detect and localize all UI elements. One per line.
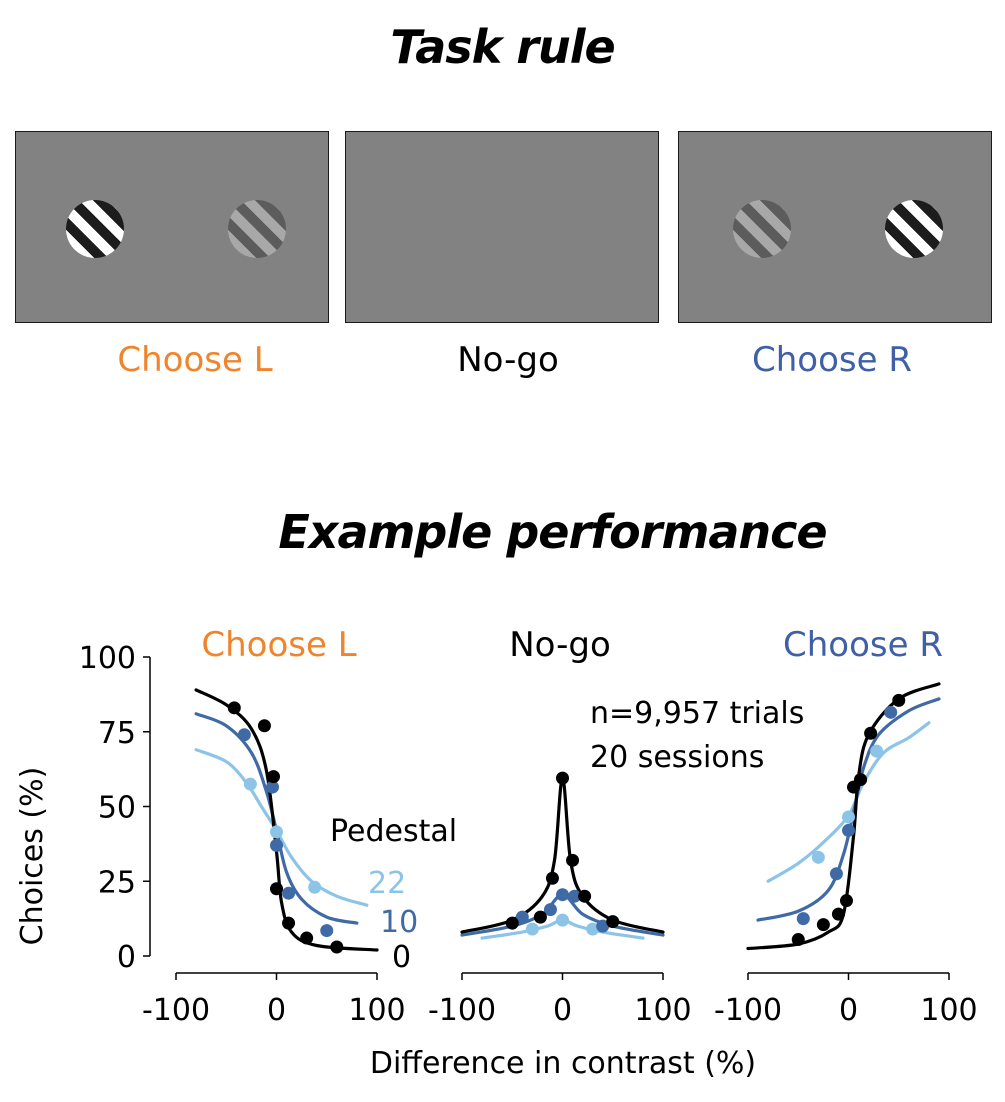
data-point-pedestal-0 [791, 933, 805, 947]
data-point-pedestal-0 [545, 871, 559, 885]
fit-curve-pedestal-22 [766, 721, 931, 883]
data-point-pedestal-0 [282, 916, 296, 930]
legend-label-0: 0 [392, 940, 411, 975]
data-point-pedestal-10 [829, 867, 843, 881]
y-axis-label: Choices (%) [15, 767, 50, 946]
stimulus-panel-choose-r [678, 131, 992, 323]
data-point-pedestal-0 [606, 915, 620, 929]
x-tick-label: -100 [142, 993, 210, 1028]
data-point-pedestal-10 [543, 903, 557, 917]
data-point-pedestal-10 [270, 838, 283, 852]
x-tick-label: -100 [428, 993, 496, 1028]
data-point-pedestal-10 [556, 888, 569, 902]
data-point-pedestal-0 [892, 693, 906, 707]
data-point-pedestal-0 [257, 719, 271, 733]
data-point-pedestal-10 [320, 924, 334, 938]
y-tick-label: 50 [98, 791, 136, 826]
data-point-pedestal-0 [505, 916, 519, 930]
x-tick-label: 0 [839, 993, 858, 1028]
y-tick-label: 75 [98, 716, 136, 751]
x-axis-label: Difference in contrast (%) [370, 1046, 756, 1081]
data-point-pedestal-10 [282, 886, 296, 900]
data-point-pedestal-22 [556, 913, 569, 927]
data-point-pedestal-22 [525, 922, 539, 936]
data-point-pedestal-0 [854, 773, 868, 787]
data-point-pedestal-10 [515, 910, 529, 924]
data-point-pedestal-22 [243, 777, 257, 791]
data-point-pedestal-0 [839, 894, 853, 908]
data-point-pedestal-22 [270, 825, 283, 839]
data-point-pedestal-0 [533, 910, 547, 924]
legend-label-22: 22 [368, 866, 406, 901]
low-contrast-grating-right [228, 200, 286, 258]
data-point-pedestal-0 [556, 771, 569, 785]
legend-label-10: 10 [380, 905, 418, 940]
data-point-pedestal-0 [227, 701, 241, 715]
legend-title: Pedestal [330, 814, 457, 849]
data-point-pedestal-10 [796, 912, 810, 926]
data-point-pedestal-10 [842, 823, 855, 837]
data-point-pedestal-0 [578, 889, 592, 903]
stimulus-panel-no-go [345, 131, 659, 323]
panel-title-no-go: No-go [509, 625, 611, 665]
task-rule-title: Task rule [390, 20, 615, 74]
high-contrast-grating-left [66, 200, 124, 258]
data-point-pedestal-0 [330, 940, 344, 954]
annotation-trials: n=9,957 trials [590, 696, 804, 731]
x-tick-label: 100 [348, 993, 405, 1028]
high-contrast-grating-right [885, 200, 943, 258]
data-point-pedestal-22 [870, 744, 884, 758]
x-tick-label: 100 [634, 993, 691, 1028]
data-point-pedestal-0 [266, 770, 280, 784]
stimulus-panel-choose-l [15, 131, 329, 323]
panel-title-choose-l: Choose L [201, 625, 356, 665]
low-contrast-grating-left [733, 200, 791, 258]
y-tick-label: 0 [117, 940, 136, 975]
panel-label-choose-r: Choose R [752, 340, 912, 380]
chart-title: Example performance [278, 505, 827, 559]
data-point-pedestal-0 [270, 882, 283, 896]
panel-title-choose-r: Choose R [783, 625, 943, 665]
data-point-pedestal-10 [596, 919, 610, 933]
panel-label-no-go: No-go [457, 340, 559, 380]
data-point-pedestal-0 [816, 918, 830, 932]
x-tick-label: -100 [714, 993, 782, 1028]
annotation-sessions: 20 sessions [590, 740, 764, 775]
data-point-pedestal-0 [864, 726, 878, 740]
y-tick-label: 25 [98, 865, 136, 900]
data-point-pedestal-22 [811, 850, 825, 864]
data-point-pedestal-10 [237, 728, 251, 742]
data-point-pedestal-10 [884, 705, 898, 719]
y-tick-label: 100 [79, 641, 136, 676]
data-point-pedestal-0 [566, 853, 580, 867]
psychometric-chart: Choose L No-go Choose R n=9,957 trials 2… [15, 625, 978, 1081]
data-point-pedestal-0 [831, 907, 845, 921]
panel-label-choose-l: Choose L [117, 340, 273, 380]
data-point-pedestal-22 [842, 810, 855, 824]
fit-curve-pedestal-10 [756, 697, 941, 922]
fit-curve-pedestal-0 [460, 776, 665, 934]
x-tick-label: 100 [920, 993, 977, 1028]
data-point-pedestal-22 [308, 880, 322, 894]
data-point-pedestal-10 [265, 780, 279, 794]
data-point-pedestal-22 [586, 922, 600, 936]
x-tick-label: 0 [267, 993, 286, 1028]
data-point-pedestal-0 [300, 931, 314, 945]
data-point-pedestal-10 [568, 889, 582, 903]
x-tick-label: 0 [553, 993, 572, 1028]
